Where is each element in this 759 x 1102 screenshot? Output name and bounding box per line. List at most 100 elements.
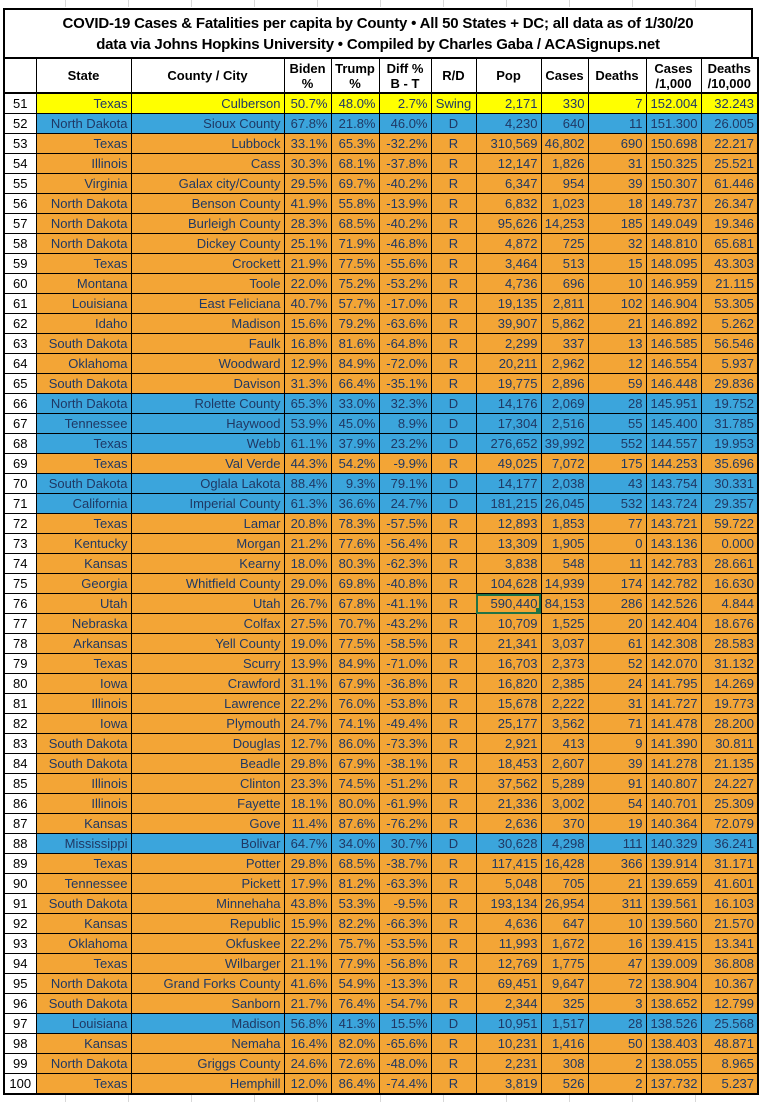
row-number[interactable]: 94 xyxy=(3,953,37,974)
cell-pop[interactable]: 16,703 xyxy=(475,653,542,674)
cell-d10000[interactable]: 65.681 xyxy=(700,233,759,254)
cell-diff[interactable]: -66.3% xyxy=(378,913,432,934)
cell-county[interactable]: Burleigh County xyxy=(130,213,285,234)
cell-county[interactable]: Cass xyxy=(130,153,285,174)
cell-pop[interactable]: 11,993 xyxy=(475,933,542,954)
cell-state[interactable]: Texas xyxy=(35,92,132,114)
cell-trump[interactable]: 67.9% xyxy=(330,673,380,694)
cell-state[interactable]: Kansas xyxy=(35,913,132,934)
cell-county[interactable]: Toole xyxy=(130,273,285,294)
cell-trump[interactable]: 67.9% xyxy=(330,753,380,774)
cell-biden[interactable]: 29.5% xyxy=(283,173,332,194)
cell-c1000[interactable]: 143.136 xyxy=(645,533,702,554)
row-number[interactable]: 54 xyxy=(3,153,37,174)
cell-biden[interactable]: 23.3% xyxy=(283,773,332,794)
cell-c1000[interactable]: 138.904 xyxy=(645,973,702,994)
cell-county[interactable]: Hemphill xyxy=(130,1073,285,1095)
cell-state[interactable]: Montana xyxy=(35,273,132,294)
cell-state[interactable]: Iowa xyxy=(35,713,132,734)
cell-county[interactable]: Benson County xyxy=(130,193,285,214)
cell-state[interactable]: Texas xyxy=(35,513,132,534)
cell-diff[interactable]: -40.2% xyxy=(378,173,432,194)
cell-biden[interactable]: 33.1% xyxy=(283,133,332,154)
cell-c1000[interactable]: 141.390 xyxy=(645,733,702,754)
cell-biden[interactable]: 13.9% xyxy=(283,653,332,674)
cell-deaths[interactable]: 532 xyxy=(587,493,647,514)
cell-trump[interactable]: 68.1% xyxy=(330,153,380,174)
row-number[interactable]: 55 xyxy=(3,173,37,194)
cell-diff[interactable]: -56.4% xyxy=(378,533,432,554)
cell-county[interactable]: Sanborn xyxy=(130,993,285,1014)
cell-trump[interactable]: 9.3% xyxy=(330,473,380,494)
cell-deaths[interactable]: 43 xyxy=(587,473,647,494)
cell-cases[interactable]: 1,672 xyxy=(540,933,589,954)
cell-cases[interactable]: 2,516 xyxy=(540,413,589,434)
cell-trump[interactable]: 81.2% xyxy=(330,873,380,894)
cell-trump[interactable]: 41.3% xyxy=(330,1013,380,1034)
cell-rd[interactable]: R xyxy=(430,893,477,914)
cell-trump[interactable]: 57.7% xyxy=(330,293,380,314)
cell-deaths[interactable]: 21 xyxy=(587,313,647,334)
cell-pop[interactable]: 25,177 xyxy=(475,713,542,734)
cell-cases[interactable]: 647 xyxy=(540,913,589,934)
cell-trump[interactable]: 65.3% xyxy=(330,133,380,154)
cell-deaths[interactable]: 3 xyxy=(587,993,647,1014)
cell-deaths[interactable]: 18 xyxy=(587,193,647,214)
cell-d10000[interactable]: 21.115 xyxy=(700,273,759,294)
cell-rd[interactable]: R xyxy=(430,593,477,614)
cell-pop[interactable]: 10,709 xyxy=(475,613,542,634)
cell-d10000[interactable]: 8.965 xyxy=(700,1053,759,1074)
cell-cases[interactable]: 5,289 xyxy=(540,773,589,794)
cell-c1000[interactable]: 139.560 xyxy=(645,913,702,934)
cell-biden[interactable]: 12.7% xyxy=(283,733,332,754)
cell-county[interactable]: Whitfield County xyxy=(130,573,285,594)
cell-deaths[interactable]: 690 xyxy=(587,133,647,154)
cell-biden[interactable]: 53.9% xyxy=(283,413,332,434)
cell-c1000[interactable]: 146.904 xyxy=(645,293,702,314)
cell-biden[interactable]: 44.3% xyxy=(283,453,332,474)
cell-county[interactable]: Republic xyxy=(130,913,285,934)
cell-d10000[interactable]: 5.937 xyxy=(700,353,759,374)
cell-rd[interactable]: R xyxy=(430,1073,477,1095)
cell-cases[interactable]: 2,962 xyxy=(540,353,589,374)
cell-state[interactable]: Illinois xyxy=(35,773,132,794)
cell-county[interactable]: Galax city/County xyxy=(130,173,285,194)
cell-biden[interactable]: 50.7% xyxy=(283,92,332,114)
cell-diff[interactable]: -56.8% xyxy=(378,953,432,974)
cell-rd[interactable]: R xyxy=(430,353,477,374)
cell-state[interactable]: Arkansas xyxy=(35,633,132,654)
row-number[interactable]: 73 xyxy=(3,533,37,554)
cell-trump[interactable]: 78.3% xyxy=(330,513,380,534)
cell-county[interactable]: Crawford xyxy=(130,673,285,694)
cell-cases[interactable]: 3,002 xyxy=(540,793,589,814)
cell-biden[interactable]: 40.7% xyxy=(283,293,332,314)
cell-diff[interactable]: -48.0% xyxy=(378,1053,432,1074)
cell-pop[interactable]: 2,921 xyxy=(475,733,542,754)
cell-d10000[interactable]: 30.331 xyxy=(700,473,759,494)
cell-deaths[interactable]: 102 xyxy=(587,293,647,314)
cell-state[interactable]: South Dakota xyxy=(35,333,132,354)
cell-d10000[interactable]: 5.262 xyxy=(700,313,759,334)
cell-state[interactable]: North Dakota xyxy=(35,213,132,234)
cell-state[interactable]: Illinois xyxy=(35,693,132,714)
cell-trump[interactable]: 86.4% xyxy=(330,1073,380,1095)
cell-c1000[interactable]: 139.009 xyxy=(645,953,702,974)
cell-d10000[interactable]: 21.570 xyxy=(700,913,759,934)
cell-deaths[interactable]: 24 xyxy=(587,673,647,694)
cell-pop[interactable]: 2,171 xyxy=(475,92,542,114)
cell-trump[interactable]: 80.3% xyxy=(330,553,380,574)
cell-deaths[interactable]: 10 xyxy=(587,913,647,934)
cell-cases[interactable]: 1,905 xyxy=(540,533,589,554)
cell-pop[interactable]: 20,211 xyxy=(475,353,542,374)
cell-diff[interactable]: -46.8% xyxy=(378,233,432,254)
cell-biden[interactable]: 29.0% xyxy=(283,573,332,594)
cell-deaths[interactable]: 174 xyxy=(587,573,647,594)
cell-rd[interactable]: R xyxy=(430,173,477,194)
row-number[interactable]: 84 xyxy=(3,753,37,774)
cell-diff[interactable]: -13.9% xyxy=(378,193,432,214)
cell-d10000[interactable]: 19.346 xyxy=(700,213,759,234)
cell-d10000[interactable]: 36.241 xyxy=(700,833,759,854)
row-number[interactable]: 68 xyxy=(3,433,37,454)
cell-d10000[interactable]: 29.836 xyxy=(700,373,759,394)
cell-state[interactable]: Oklahoma xyxy=(35,353,132,374)
